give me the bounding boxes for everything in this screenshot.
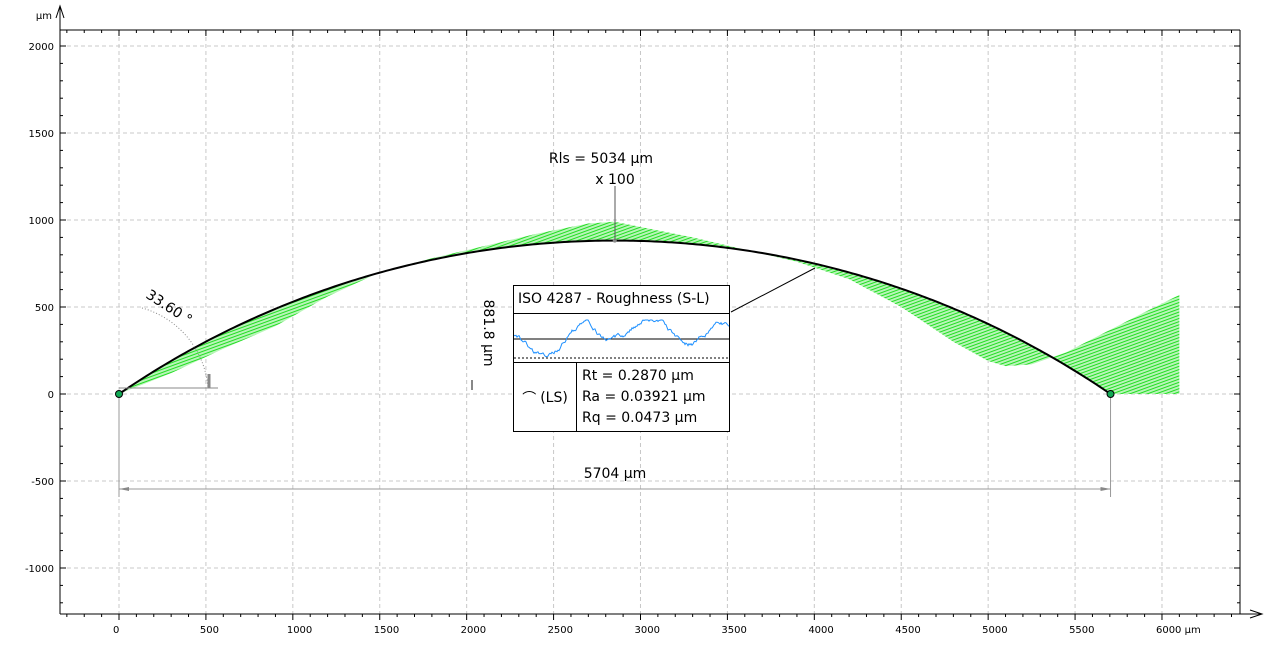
callout-title: ISO 4287 - Roughness (S-L) — [514, 286, 729, 314]
y-tick-label: 0 — [48, 390, 54, 401]
roughness-line — [514, 320, 729, 357]
x-tick-label: 3500 — [721, 625, 746, 636]
x-tick-label: 5000 — [982, 625, 1007, 636]
rq-value: Rq = 0.0473 µm — [582, 408, 706, 429]
roughness-profile-svg — [514, 314, 729, 361]
height-label: 881.8 µm — [480, 299, 496, 366]
y-tick-label: -1000 — [25, 564, 54, 575]
magnification-label: x 100 — [595, 172, 634, 188]
chart-area: 0 500 1000 1500 2000 2500 3000 3500 4000 4500 5000… — [0, 0, 1269, 646]
width-label: 5704 µm — [584, 466, 647, 482]
x-tick-label: 2500 — [548, 625, 573, 636]
x-tick-label: 4500 — [895, 625, 920, 636]
arc-icon: ⌒ — [522, 388, 536, 408]
y-unit-label: µm — [36, 11, 52, 22]
y-tick-label: -500 — [31, 477, 54, 488]
x-tick-label: 0 — [113, 625, 119, 636]
arc-end-point — [1107, 391, 1114, 398]
x-tick-label: 500 — [200, 625, 219, 636]
callout-leader-line — [731, 268, 815, 312]
angle-label: 33.60 ° — [143, 287, 195, 328]
y-tick-label: 500 — [35, 303, 54, 314]
x-tick-label: 2000 — [461, 625, 486, 636]
radius-label: Rls = 5034 µm — [549, 151, 653, 167]
x-tick-label: 1000 — [287, 625, 312, 636]
y-tick-label: 2000 — [29, 42, 54, 53]
arc-start-point — [116, 391, 123, 398]
roughness-profile — [514, 314, 729, 363]
roughness-callout: ISO 4287 - Roughness (S-L) ⌒ (LS) Rt = 0.… — [513, 285, 730, 432]
x-tick-label: 6000 µm — [1156, 625, 1201, 636]
filter-label: (LS) — [540, 390, 568, 406]
y-tick-label: 1000 — [29, 216, 54, 227]
x-tick-label: 1500 — [374, 625, 399, 636]
ra-value: Ra = 0.03921 µm — [582, 387, 706, 408]
y-tick-label: 1500 — [29, 129, 54, 140]
x-tick-label: 3000 — [634, 625, 659, 636]
rt-value: Rt = 0.2870 µm — [582, 366, 706, 387]
x-tick-label: 4000 — [808, 625, 833, 636]
x-tick-label: 5500 — [1069, 625, 1094, 636]
